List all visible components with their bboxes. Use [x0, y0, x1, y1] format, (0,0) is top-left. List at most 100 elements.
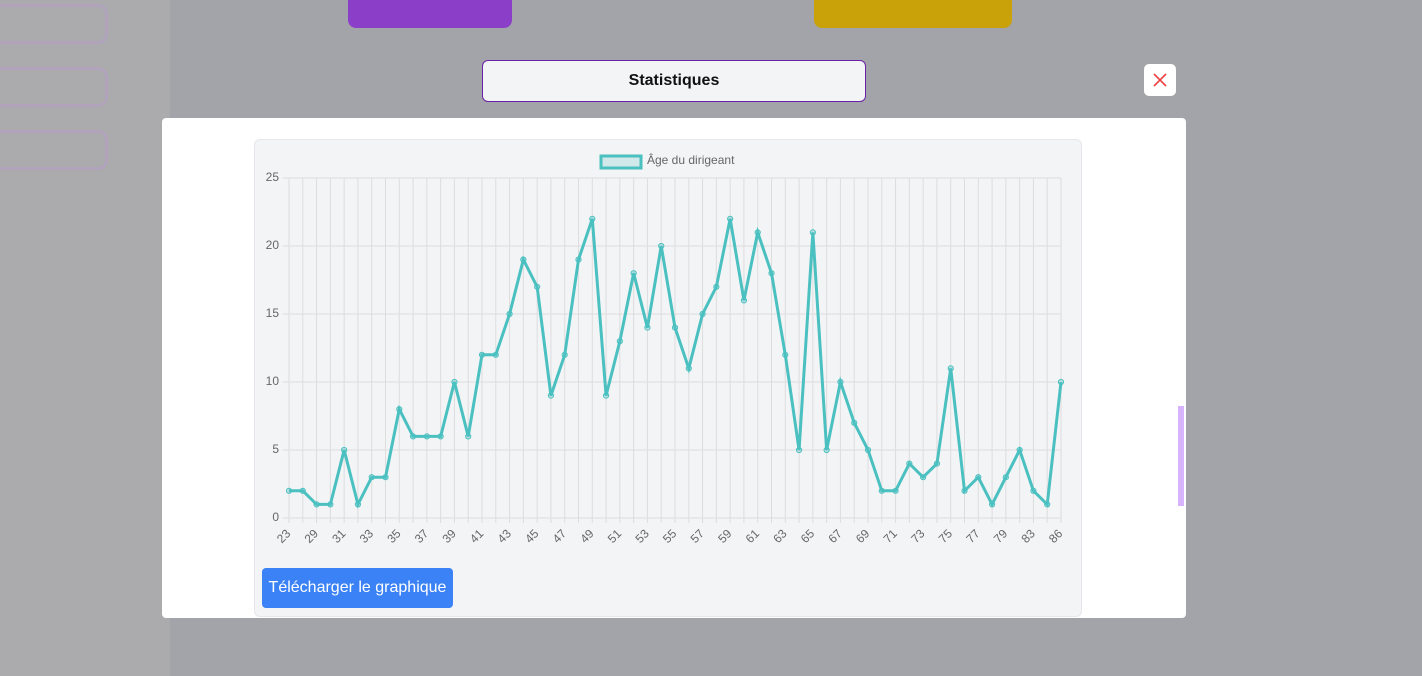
ghost-input — [0, 130, 108, 170]
x-tick-label: 51 — [605, 526, 625, 546]
data-point — [864, 446, 872, 454]
data-point — [975, 474, 982, 481]
close-button[interactable] — [1144, 64, 1176, 96]
data-point — [437, 433, 444, 440]
legend-swatch — [599, 154, 643, 170]
data-point — [520, 256, 527, 263]
y-tick-label: 20 — [266, 238, 280, 252]
data-point — [809, 229, 816, 236]
data-point — [644, 324, 651, 331]
close-icon — [1153, 73, 1167, 87]
modal: 0 5 10 15 20 25 23 29 31 33 35 37 39 41 43 45 47 49 51 53 55… — [162, 118, 1186, 618]
x-tick-label: 83 — [1018, 526, 1038, 546]
data-point — [671, 324, 679, 331]
data-point — [368, 474, 375, 481]
data-point — [906, 460, 913, 467]
x-tick-label: 49 — [577, 526, 597, 546]
data-point — [740, 297, 748, 304]
data-point — [423, 433, 430, 440]
data-point — [327, 501, 334, 508]
x-tick-label: 86 — [1046, 526, 1066, 546]
data-point — [699, 310, 706, 318]
legend-label: Âge du dirigeant — [647, 152, 735, 167]
data-point — [933, 460, 941, 467]
x-tick-label: 53 — [632, 526, 652, 546]
data-point — [837, 378, 844, 386]
data-point — [630, 270, 637, 277]
data-point — [1002, 474, 1009, 481]
data-point — [341, 446, 348, 454]
data-point — [685, 365, 692, 372]
x-tick-label: 57 — [688, 526, 708, 546]
x-tick-label: 47 — [550, 526, 570, 546]
data-point — [658, 242, 665, 250]
data-point — [602, 392, 610, 399]
ghost-input — [0, 4, 108, 44]
data-point — [713, 283, 720, 290]
data-point — [961, 487, 968, 494]
x-tick-label: 37 — [412, 526, 432, 546]
data-point — [754, 229, 761, 236]
ghost-input — [0, 67, 108, 107]
x-tick-label: 69 — [853, 526, 873, 546]
data-point — [1016, 446, 1023, 454]
x-tick-label: 73 — [908, 526, 928, 546]
x-tick-label: 61 — [743, 526, 763, 546]
x-tick-label: 35 — [384, 526, 404, 546]
data-point — [795, 446, 803, 454]
data-point — [823, 446, 830, 454]
data-point — [768, 270, 775, 277]
data-point — [878, 487, 885, 494]
data-point — [1044, 501, 1051, 508]
y-tick-label: 25 — [266, 170, 280, 184]
ghost-button — [348, 0, 512, 28]
x-tick-label: 45 — [522, 526, 542, 546]
x-tick-label: 33 — [357, 526, 377, 546]
x-tick-label: 29 — [302, 526, 322, 546]
data-point — [299, 487, 306, 494]
data-point — [409, 433, 417, 440]
x-tick-label: 77 — [963, 526, 983, 546]
x-tick-label: 79 — [991, 526, 1011, 546]
x-tick-label: 55 — [660, 526, 680, 546]
y-tick-label: 0 — [272, 510, 279, 524]
x-tick-label: 65 — [798, 526, 818, 546]
sidebar — [0, 0, 170, 676]
y-tick-label: 5 — [272, 442, 279, 456]
data-point — [547, 392, 555, 399]
data-point — [396, 406, 403, 413]
data-line — [289, 218, 1063, 509]
x-tick-label: 71 — [881, 526, 901, 546]
data-point — [285, 487, 293, 494]
data-point — [354, 501, 362, 508]
x-tick-label: 23 — [274, 526, 294, 546]
data-point — [451, 378, 458, 386]
x-tick-label: 67 — [825, 526, 845, 546]
y-tick-label: 15 — [266, 306, 280, 320]
scrollbar[interactable] — [1178, 406, 1184, 506]
data-point — [727, 215, 734, 222]
x-tick-label: 75 — [936, 526, 956, 546]
x-tick-label: 63 — [770, 526, 790, 546]
data-point — [616, 338, 623, 345]
y-tick-label: 10 — [266, 374, 280, 388]
data-point — [589, 215, 596, 222]
x-tick-label: 43 — [495, 526, 515, 546]
data-point — [1030, 487, 1037, 494]
data-point — [478, 351, 486, 358]
download-button[interactable]: Télécharger le graphique — [262, 568, 453, 608]
data-point — [851, 419, 858, 426]
data-point — [947, 365, 954, 372]
data-point — [892, 487, 899, 494]
modal-title: Statistiques — [482, 60, 866, 102]
data-point — [492, 351, 499, 358]
data-point — [920, 474, 927, 481]
x-tick-label: 41 — [467, 526, 487, 546]
data-point — [1057, 378, 1065, 386]
x-tick-label: 39 — [439, 526, 459, 546]
data-point — [313, 501, 320, 508]
data-point — [382, 474, 389, 481]
data-point — [534, 283, 541, 290]
x-tick-label: 59 — [715, 526, 735, 546]
